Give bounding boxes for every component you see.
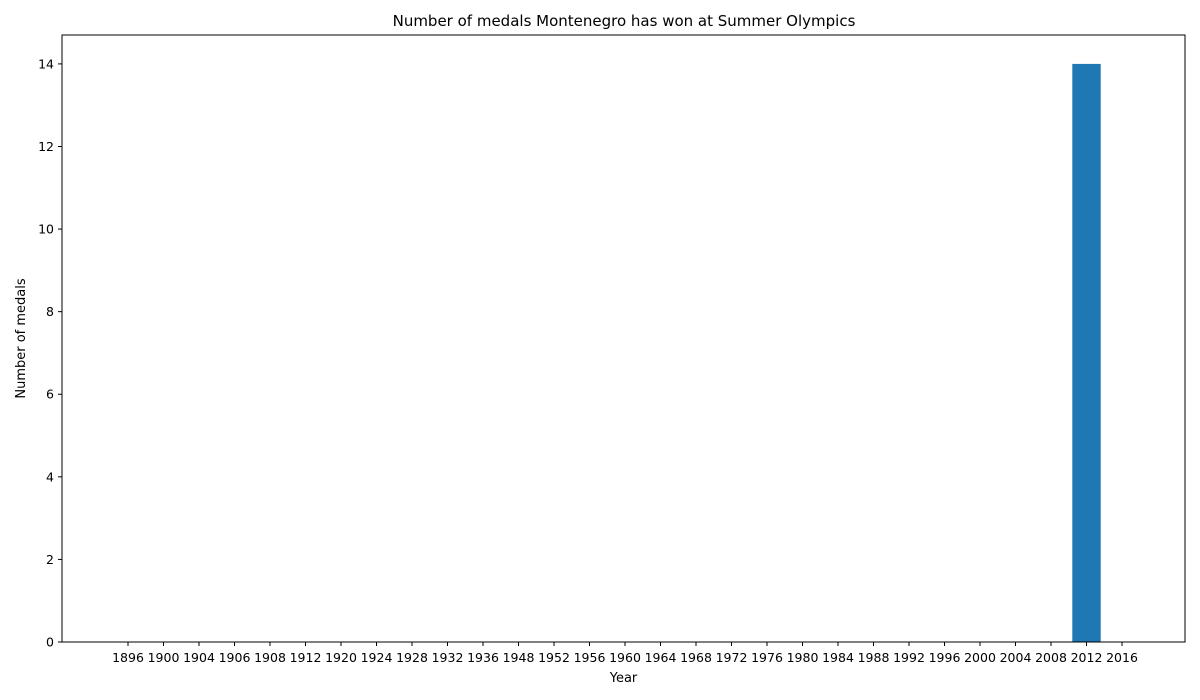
x-tick-label: 1984 bbox=[822, 650, 854, 665]
x-tick-label: 1968 bbox=[680, 650, 712, 665]
y-tick-label: 4 bbox=[46, 469, 54, 484]
x-axis-ticks: 1896 1900 1904 1906 1908 1912 1920 1924 1928 1932… bbox=[112, 642, 1138, 665]
y-tick-label: 8 bbox=[46, 304, 54, 319]
y-tick-label: 6 bbox=[46, 387, 54, 402]
bars-group bbox=[1072, 63, 1101, 642]
plot-frame bbox=[61, 34, 1186, 643]
x-tick-label: 1932 bbox=[432, 650, 464, 665]
x-tick-label: 1912 bbox=[290, 650, 322, 665]
x-tick-label: 1960 bbox=[609, 650, 641, 665]
x-tick-label: 1976 bbox=[751, 650, 783, 665]
x-tick-label: 1896 bbox=[112, 650, 144, 665]
x-tick-label: 2012 bbox=[1071, 650, 1103, 665]
x-tick-label: 1996 bbox=[929, 650, 961, 665]
x-tick-label: 1992 bbox=[893, 650, 925, 665]
y-tick-label: 0 bbox=[46, 635, 54, 650]
y-tick-label: 2 bbox=[46, 552, 54, 567]
x-tick-label: 1956 bbox=[574, 650, 606, 665]
x-tick-label: 2000 bbox=[964, 650, 996, 665]
y-tick-label: 14 bbox=[38, 56, 54, 71]
x-tick-label: 1948 bbox=[503, 650, 535, 665]
x-tick-label: 1920 bbox=[325, 650, 357, 665]
x-tick-label: 1900 bbox=[148, 650, 180, 665]
x-tick-label: 1904 bbox=[183, 650, 215, 665]
x-axis-label: Year bbox=[609, 671, 638, 686]
x-tick-label: 2004 bbox=[1000, 650, 1032, 665]
bar-2012 bbox=[1072, 63, 1101, 642]
y-tick-label: 10 bbox=[38, 222, 54, 237]
x-tick-label: 1906 bbox=[219, 650, 251, 665]
x-tick-label: 1988 bbox=[858, 650, 890, 665]
x-tick-label: 1964 bbox=[645, 650, 677, 665]
x-tick-label: 2008 bbox=[1035, 650, 1067, 665]
x-tick-label: 1952 bbox=[538, 650, 570, 665]
x-tick-label: 1980 bbox=[787, 650, 819, 665]
x-tick-label: 1936 bbox=[467, 650, 499, 665]
x-tick-label: 1924 bbox=[361, 650, 393, 665]
y-axis-label: Number of medals bbox=[14, 278, 29, 399]
y-axis-ticks: 0 2 4 6 8 10 12 14 bbox=[38, 56, 62, 650]
chart-title: Number of medals Montenegro has won at S… bbox=[393, 12, 856, 30]
x-tick-label: 1928 bbox=[396, 650, 428, 665]
x-tick-label: 2016 bbox=[1106, 650, 1138, 665]
x-tick-label: 1972 bbox=[716, 650, 748, 665]
x-tick-label: 1908 bbox=[254, 650, 286, 665]
y-tick-label: 12 bbox=[38, 139, 54, 154]
